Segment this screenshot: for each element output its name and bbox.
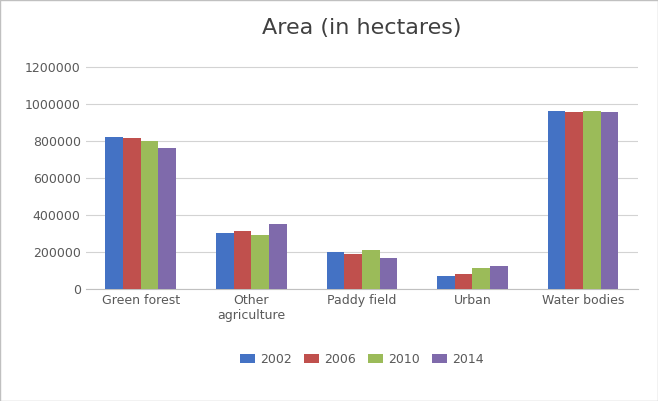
Bar (472, 268, 490, 289)
Bar (344, 253, 362, 289)
Bar (362, 250, 380, 289)
Bar (601, 112, 619, 289)
Bar (490, 265, 508, 289)
Bar (105, 137, 123, 289)
Title: Area (in hectares): Area (in hectares) (262, 18, 462, 38)
Bar (326, 252, 344, 289)
Bar (216, 233, 234, 289)
Bar (141, 141, 159, 289)
Bar (455, 274, 472, 289)
Bar (380, 258, 397, 289)
Bar (547, 111, 565, 289)
Bar (159, 148, 176, 289)
Bar (437, 276, 455, 289)
Bar (123, 138, 141, 289)
Legend: 2002, 2006, 2010, 2014: 2002, 2006, 2010, 2014 (235, 348, 489, 371)
Bar (251, 235, 269, 289)
Bar (565, 112, 583, 289)
Bar (234, 231, 251, 289)
Bar (269, 224, 287, 289)
Bar (583, 111, 601, 289)
